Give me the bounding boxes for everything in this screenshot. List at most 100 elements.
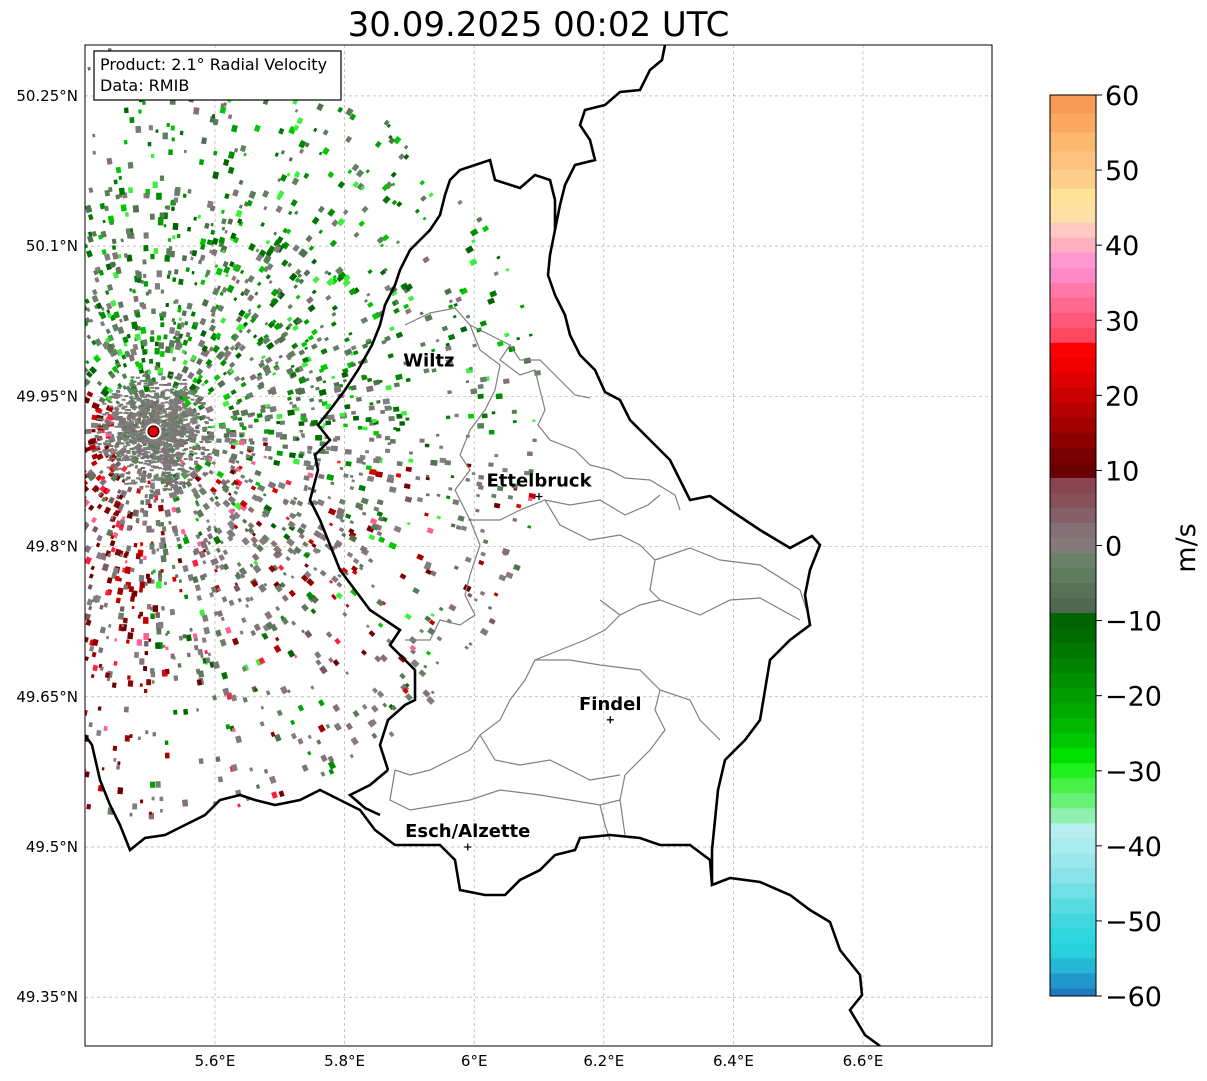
echo-gate <box>377 516 384 522</box>
echo-gate <box>106 309 111 314</box>
echo-gate <box>131 321 138 329</box>
echo-gate <box>498 574 507 582</box>
echo-gate <box>178 635 184 641</box>
echo-gate <box>156 403 161 406</box>
echo-gate <box>430 459 438 466</box>
echo-gate <box>316 336 323 343</box>
echo-gate <box>403 303 410 310</box>
echo-gate <box>270 540 278 548</box>
echo-gate <box>161 390 166 393</box>
echo-gate <box>210 586 217 593</box>
echo-gate <box>259 721 265 727</box>
echo-gate <box>164 205 168 209</box>
echo-gate <box>367 719 376 728</box>
echo-gate <box>369 402 374 406</box>
echo-gate <box>137 470 141 473</box>
echo-gate <box>111 572 117 580</box>
echo-gate <box>216 285 222 290</box>
echo-gate <box>181 393 186 396</box>
echo-gate <box>258 657 266 665</box>
echo-gate <box>196 541 202 547</box>
echo-gate <box>182 359 188 366</box>
echo-gate <box>336 274 344 282</box>
echo-gate <box>126 458 131 461</box>
echo-gate <box>167 238 172 242</box>
echo-gate <box>214 500 221 508</box>
echo-gate <box>250 412 256 416</box>
echo-gate <box>235 459 240 464</box>
echo-gate <box>516 336 521 341</box>
echo-gate <box>330 445 338 452</box>
echo-gate <box>118 411 123 414</box>
echo-gate <box>113 449 118 452</box>
echo-gate <box>255 784 261 790</box>
echo-gate <box>161 415 166 418</box>
echo-gate <box>241 666 247 672</box>
echo-gate <box>274 152 279 158</box>
echo-gate <box>452 499 460 506</box>
echo-gate <box>305 591 315 600</box>
echo-gate <box>201 637 207 644</box>
echo-gate <box>415 476 421 481</box>
echo-gate <box>291 404 298 409</box>
echo-gate <box>254 291 259 296</box>
echo-gate <box>203 537 209 543</box>
echo-gate <box>464 556 472 563</box>
echo-gate <box>238 179 244 186</box>
echo-gate <box>388 137 396 145</box>
echo-gate <box>149 400 153 402</box>
echo-gate <box>96 417 101 420</box>
echo-gate <box>168 400 173 403</box>
echo-gate <box>207 441 212 443</box>
echo-gate <box>174 447 179 450</box>
echo-gate <box>116 348 124 356</box>
echo-gate <box>105 302 113 310</box>
echo-gate <box>334 723 341 730</box>
echo-gate <box>91 295 99 303</box>
echo-gate <box>130 567 135 573</box>
echo-gate <box>263 582 268 587</box>
echo-gate <box>249 317 257 324</box>
echo-gate <box>249 440 255 445</box>
echo-gate <box>135 436 140 439</box>
echo-gate <box>132 407 137 410</box>
lat-tick-label: 50.25°N <box>16 87 78 105</box>
echo-gate <box>192 377 199 384</box>
echo-gate <box>291 620 297 626</box>
echo-gate <box>172 432 176 435</box>
echo-gate <box>159 351 165 357</box>
echo-gate <box>202 502 211 511</box>
echo-gate <box>351 410 357 415</box>
echo-gate <box>405 682 410 688</box>
echo-gate <box>266 341 275 351</box>
echo-gate <box>109 471 114 474</box>
echo-gate <box>150 153 155 158</box>
echo-gate <box>221 249 226 254</box>
echo-gate <box>300 416 306 421</box>
echo-gate <box>160 808 163 813</box>
echo-gate <box>186 302 193 310</box>
echo-gate <box>114 638 118 642</box>
echo-gate <box>512 420 517 424</box>
echo-gate <box>123 478 128 481</box>
city-label: Esch/Alzette <box>405 821 530 842</box>
echo-gate <box>173 321 177 325</box>
echo-gate <box>526 451 533 457</box>
echo-gate <box>260 705 265 710</box>
echo-gate <box>477 393 484 400</box>
echo-gate <box>179 400 184 403</box>
echo-gate <box>328 768 335 775</box>
lon-tick-label: 6.6°E <box>843 1052 884 1070</box>
echo-gate <box>174 441 179 444</box>
echo-gate <box>264 368 272 376</box>
echo-gate <box>109 445 114 447</box>
echo-gate <box>353 231 360 238</box>
echo-gate <box>122 447 127 450</box>
echo-gate <box>479 627 489 636</box>
echo-gate <box>216 470 225 479</box>
echo-gate <box>139 486 144 488</box>
echo-gate <box>279 581 286 588</box>
colorbar-band <box>1050 447 1096 464</box>
echo-gate <box>469 258 478 267</box>
